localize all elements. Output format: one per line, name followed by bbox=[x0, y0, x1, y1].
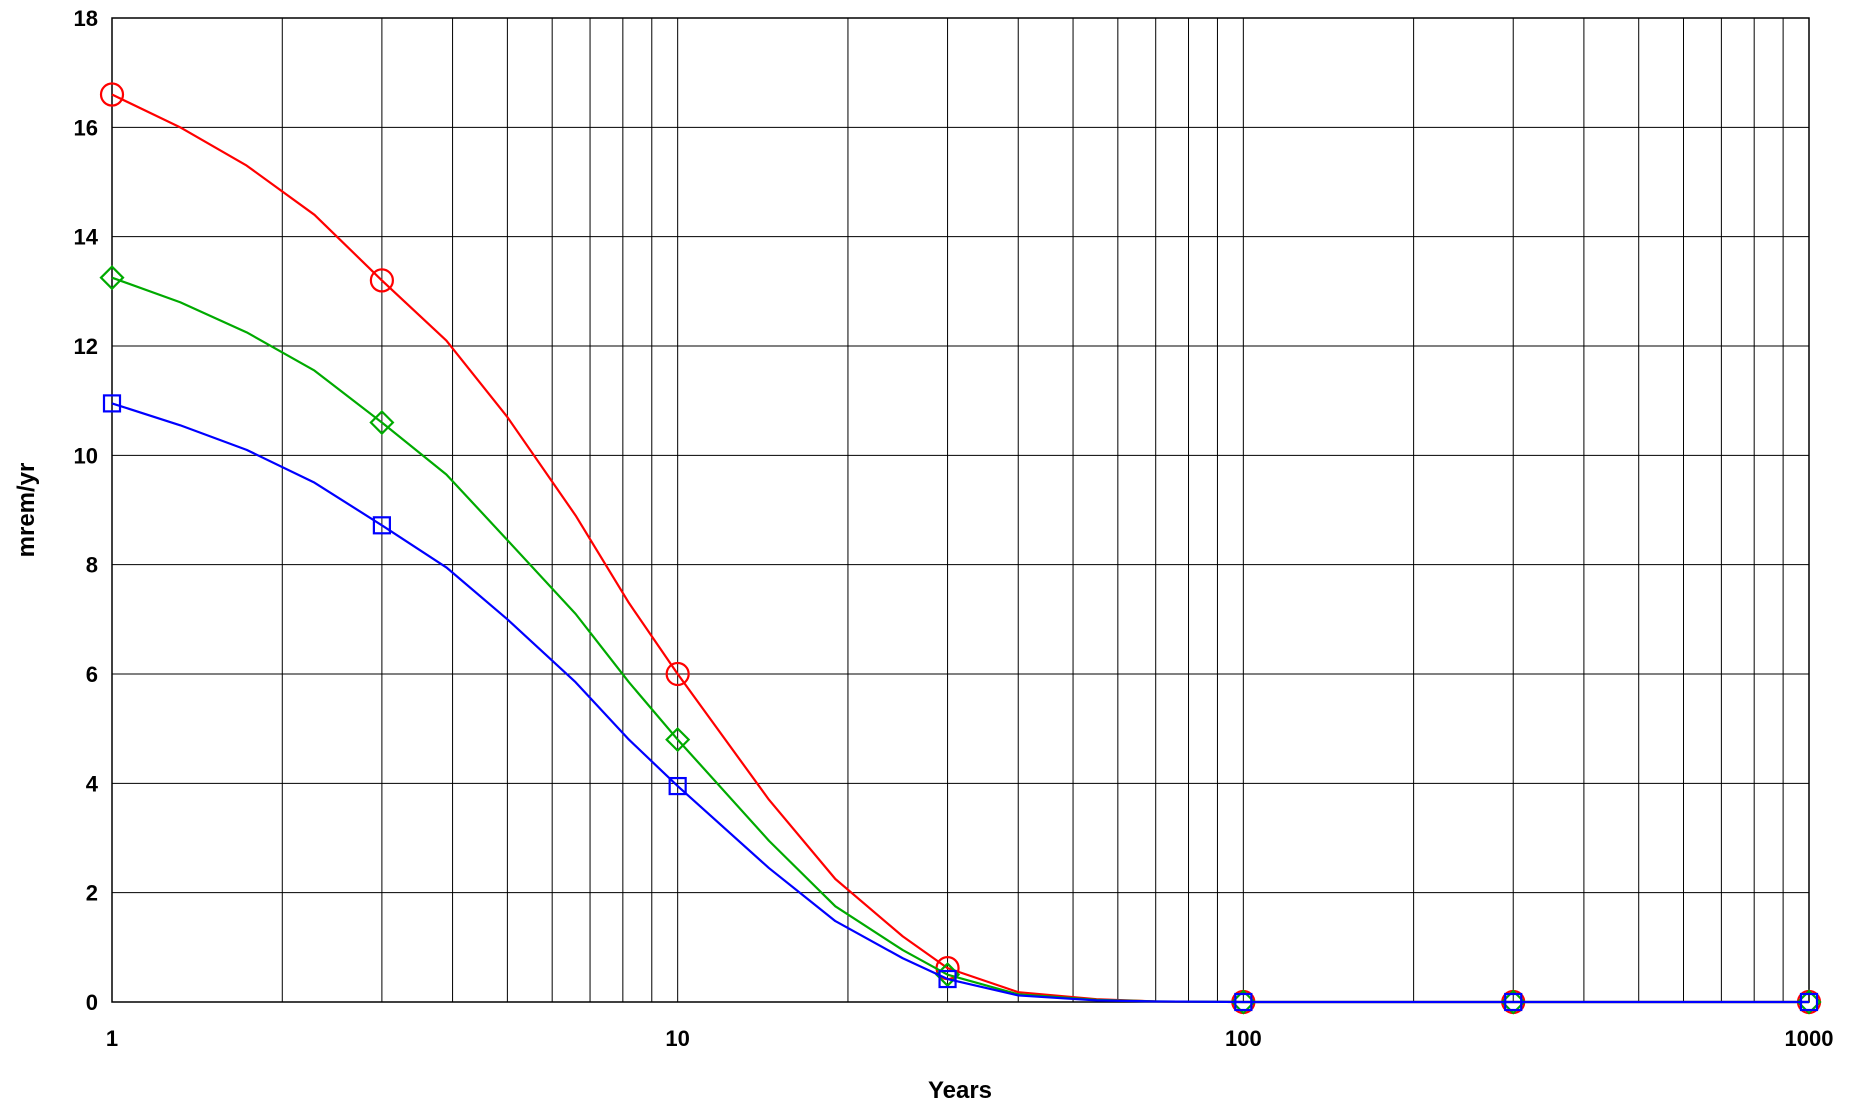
x-tick-label: 1000 bbox=[1785, 1026, 1834, 1051]
data-point-square bbox=[372, 516, 391, 535]
y-axis-title: mrem/yr bbox=[13, 463, 40, 558]
tick-labels: 0 2 4 6 8 10 12 14 16 18 1 10 100 1000 bbox=[74, 6, 1834, 1051]
x-tick-label: 1 bbox=[106, 1026, 118, 1051]
data-point-diamond bbox=[369, 409, 395, 436]
series-line bbox=[111, 276, 1809, 1004]
series-2 bbox=[99, 265, 1822, 1015]
plot-frame bbox=[111, 17, 1810, 1003]
data-point-square bbox=[1504, 992, 1523, 1012]
data-point-diamond bbox=[99, 265, 125, 291]
data-point-square bbox=[668, 776, 687, 796]
data-point-circle bbox=[665, 661, 690, 687]
y-tick-label: 16 bbox=[74, 115, 98, 140]
y-tick-label: 8 bbox=[86, 553, 98, 578]
series-1 bbox=[99, 82, 1822, 1015]
x-tick-label: 10 bbox=[665, 1026, 689, 1051]
x-tick-label: 100 bbox=[1225, 1026, 1262, 1051]
series-layer bbox=[99, 82, 1822, 1015]
data-point-square bbox=[938, 969, 957, 989]
data-point-circle bbox=[369, 268, 394, 293]
y-tick-label: 6 bbox=[86, 662, 98, 687]
series-line bbox=[111, 93, 1809, 1004]
y-tick-label: 14 bbox=[74, 225, 99, 250]
data-point-square bbox=[102, 394, 122, 413]
x-axis-title: Years bbox=[928, 1077, 992, 1104]
data-point-circle bbox=[99, 82, 125, 107]
y-tick-label: 18 bbox=[74, 6, 98, 31]
series-line bbox=[111, 402, 1809, 1004]
y-tick-label: 12 bbox=[74, 334, 98, 359]
data-point-diamond bbox=[665, 727, 691, 753]
data-point-square bbox=[1234, 992, 1253, 1012]
y-tick-label: 0 bbox=[86, 990, 98, 1015]
y-tick-label: 10 bbox=[74, 443, 98, 468]
data-point-square bbox=[1799, 992, 1819, 1012]
y-tick-label: 4 bbox=[86, 771, 99, 796]
grid bbox=[112, 18, 1809, 1002]
series-3 bbox=[102, 394, 1819, 1012]
y-tick-label: 2 bbox=[86, 881, 98, 906]
